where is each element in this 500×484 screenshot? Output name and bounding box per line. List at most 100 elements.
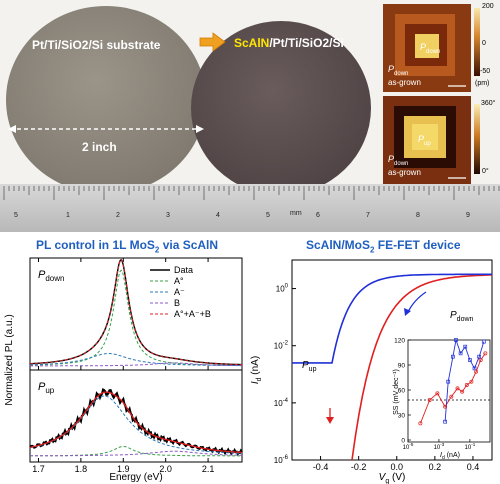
ruler-number: 3 [166, 212, 170, 219]
fet-ytick-label: 10-4 [274, 398, 289, 408]
pl-legend-entry: Data [174, 265, 193, 275]
wafer-photo-graphic [0, 4, 500, 232]
pfm-phase-colorbar [474, 104, 480, 174]
pl-top-aminus [30, 353, 242, 367]
fet-down-label: Pdown [450, 310, 474, 323]
sweep-arrow-blue-icon [404, 291, 427, 316]
scaln-stack-label: ScAlN/Pt/Ti/SiO2/Si [234, 36, 344, 50]
pfm1-domain-label: Pdown [420, 42, 441, 55]
pl-legend-entry: A⁻ [174, 287, 185, 297]
pfm2-domain-label: Pup [418, 134, 431, 147]
pl-bottom-sum [29, 391, 243, 454]
ss-curve-reverse [444, 338, 485, 422]
substrate-label: Pt/Ti/SiO2/Si substrate [32, 38, 161, 52]
pfm1-unit: (pm) [475, 80, 490, 87]
ruler-number: 8 [416, 212, 420, 219]
pl-legend-entry: A° [174, 276, 184, 286]
ss-point-reverse [458, 351, 463, 356]
ss-point-reverse [463, 344, 468, 349]
fet-ytick-label: 10-6 [274, 455, 289, 465]
pfm1-corner-label: Pdown [388, 64, 409, 77]
pl-xtick-label: 2.0 [159, 464, 172, 474]
pfm2-scale-min: 0° [482, 168, 489, 175]
fet-xtick-label: -0.4 [313, 462, 329, 472]
pl-top-sum [30, 259, 242, 366]
ss-point-reverse [481, 339, 486, 344]
ss-point-forward [449, 394, 454, 399]
pl-xtick-label: 1.9 [117, 464, 130, 474]
pfm1-scale-min: -50 [480, 68, 491, 75]
fet-xtick-label: 0.0 [391, 462, 404, 472]
pl-legend-entry: B [174, 298, 180, 308]
fet-chart: 100 10-2 10-4 10-6 -0.4 -0.2 0.0 0.2 0.4 Pup Pd… [250, 259, 493, 484]
substrate-wafer [6, 6, 206, 194]
fet-xtick-label: 0.4 [467, 462, 480, 472]
ss-point-reverse [446, 379, 451, 384]
ss-xtick-label: 10-3 [434, 442, 445, 451]
fet-panel-title: ScAlN/MoS2 FE-FET device [306, 238, 461, 255]
fet-xlabel: Vg (V) [379, 472, 406, 484]
stack-rest: /Pt/Ti/SiO2/Si [269, 36, 344, 50]
pl-bottom-b [30, 450, 242, 457]
wafer-photo: Pt/Ti/SiO2/Si substrate 2 inch ScAlN/Pt/… [0, 0, 500, 232]
pl-panel-title: PL control in 1L MoS2 via ScAlN [36, 238, 219, 255]
fet-up-label: Pup [302, 360, 317, 373]
pfm1-state: as-grown [388, 78, 421, 87]
ss-xlabel: Id (nA) [440, 452, 460, 461]
ss-point-forward [460, 389, 465, 394]
ss-point-reverse [472, 366, 477, 371]
pfm2-scale-max: 360° [481, 100, 496, 107]
ss-point-reverse [443, 419, 447, 424]
ss-ytick-label: 60 [398, 388, 406, 395]
pfm1-scale-max: 200 [482, 3, 494, 10]
fet-xtick-label: -0.2 [351, 462, 367, 472]
ruler-number: 9 [466, 212, 470, 219]
ss-point-forward [469, 379, 474, 384]
pl-xtick-label: 1.7 [32, 464, 45, 474]
pl-top-a0 [30, 269, 242, 366]
ss-point-forward [443, 404, 448, 409]
ss-ytick-label: 30 [398, 413, 406, 420]
ss-point-forward [427, 398, 432, 402]
ss-ytick-label: 90 [398, 363, 406, 370]
ss-point-reverse [468, 358, 472, 362]
pfm1-scale-mid: 0 [482, 40, 486, 47]
pl-xtick-label: 2.1 [202, 464, 215, 474]
sweep-arrow-red-icon [326, 408, 334, 424]
ss-point-forward [464, 383, 469, 387]
pfm2-state: as-grown [388, 168, 421, 177]
ruler-number: 1 [66, 212, 70, 219]
pl-bottom-frame [29, 369, 243, 463]
ruler-number: 5 [266, 212, 270, 219]
transfer-curve-forward [351, 274, 493, 461]
scaln-highlight: ScAlN [234, 36, 270, 50]
ss-inset-frame [407, 339, 491, 443]
ss-point-forward [483, 351, 488, 356]
ruler-number: 4 [216, 212, 220, 219]
ss-xtick-label: 10-1 [465, 442, 476, 451]
ruler-unit: mm [290, 210, 302, 217]
pl-top-b [30, 362, 242, 367]
pl-xlabel: Energy (eV) [109, 472, 162, 483]
pl-bottom-aminus [29, 395, 242, 454]
ss-ytick-label: 120 [394, 338, 405, 345]
transfer-curve-reverse [292, 273, 492, 364]
ss-point-reverse [477, 354, 482, 359]
ss-point-reverse [454, 338, 458, 342]
fet-ylabel: Id (nA) [250, 356, 263, 384]
wafer-size-label: 2 inch [82, 140, 117, 154]
pl-bottom-label: Pup [38, 381, 55, 395]
scaln-wafer [191, 21, 371, 195]
ss-xtick-label: 10-5 [403, 442, 414, 451]
fet-ytick-label: 10-2 [274, 341, 289, 351]
fet-ytick-label: 100 [276, 284, 289, 294]
fet-xtick-label: 0.2 [429, 462, 442, 472]
pl-ylabel: Normalized PL (a.u.) [4, 314, 15, 405]
ss-point-reverse [451, 354, 455, 359]
process-arrow-icon [199, 32, 226, 52]
ss-point-forward [435, 391, 440, 396]
pfm2-corner-label: Pdown [388, 154, 409, 167]
pl-legend-entry: A°+A⁻+B [174, 309, 211, 319]
ss-ytick-label: 0 [401, 438, 405, 445]
